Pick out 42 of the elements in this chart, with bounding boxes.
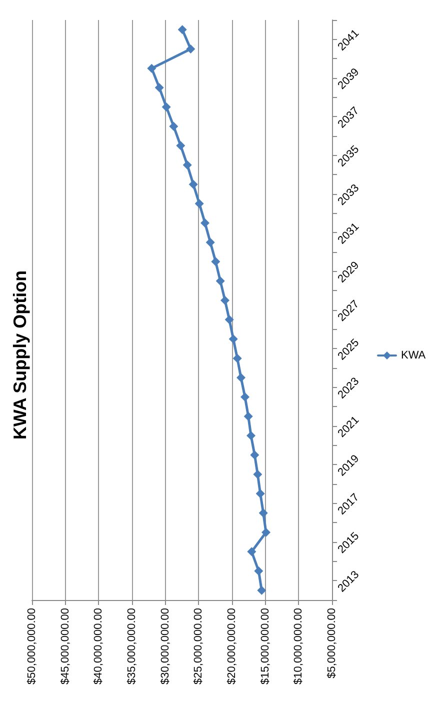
point <box>194 199 204 208</box>
x-tick-label: $15,000,000.00 <box>259 608 272 684</box>
point <box>254 566 264 576</box>
point <box>247 547 256 556</box>
point <box>244 412 253 421</box>
point <box>147 64 156 73</box>
point <box>206 238 215 247</box>
point <box>176 141 186 150</box>
x-tick-label: $45,000,000.00 <box>59 608 72 684</box>
point <box>200 218 210 228</box>
x-tick-label: $35,000,000.00 <box>126 608 138 684</box>
point <box>154 83 164 92</box>
point <box>211 257 220 266</box>
point <box>182 160 192 170</box>
point <box>224 315 234 324</box>
point <box>188 180 198 189</box>
point <box>262 528 270 537</box>
x-tick-label: $30,000,000.00 <box>159 608 172 684</box>
text: KWA Supply Option <box>10 270 30 440</box>
point <box>178 25 187 34</box>
point <box>228 334 238 344</box>
point <box>250 450 260 460</box>
point <box>256 489 265 498</box>
point <box>236 373 246 382</box>
point <box>232 354 242 363</box>
legend-label: KWA <box>401 350 426 362</box>
x-tick-label: $10,000,000.00 <box>292 608 305 684</box>
point <box>169 122 178 131</box>
point <box>246 431 256 440</box>
x-tick-label: $5,000,000.00 <box>326 608 338 678</box>
point <box>220 296 230 305</box>
point <box>258 508 268 518</box>
point <box>162 102 171 112</box>
x-tick-label: $50,000,000.00 <box>26 608 38 684</box>
x-tick-label: $25,000,000.00 <box>192 608 205 684</box>
point <box>186 44 196 54</box>
x-tick-label: $20,000,000.00 <box>226 608 238 684</box>
point <box>240 392 250 402</box>
point <box>216 276 225 286</box>
x-tick-label: $40,000,000.00 <box>92 608 105 684</box>
point <box>257 586 266 595</box>
point <box>253 470 262 479</box>
